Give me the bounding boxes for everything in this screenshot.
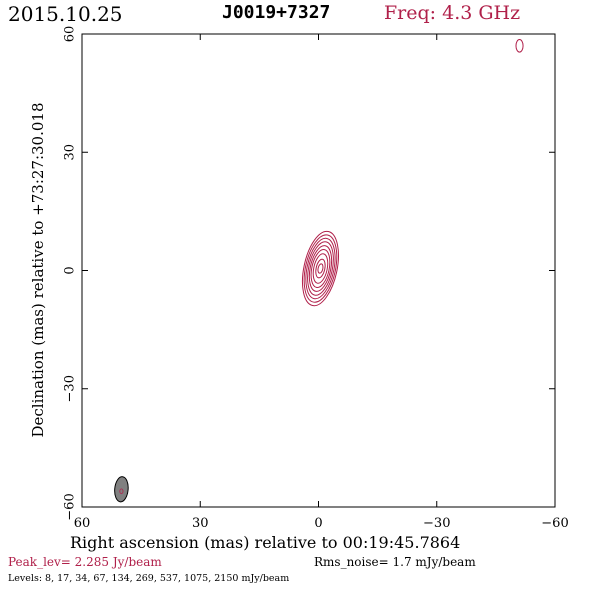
core-contour: [308, 245, 333, 292]
y-tick-label: −30: [63, 375, 78, 402]
beam-center-contour: [119, 488, 124, 495]
y-axis-label: Declination (mas) relative to +73:27:30.…: [29, 102, 47, 438]
plot-frame: [81, 33, 556, 508]
contour-set: [301, 39, 524, 307]
core-contour: [305, 237, 336, 300]
beam-ellipse: [114, 476, 129, 503]
core-contour: [303, 234, 338, 303]
core-contour: [301, 230, 339, 307]
x-tick-label: −60: [541, 516, 568, 531]
noise-contour: [515, 39, 524, 53]
y-tick-label: 0: [63, 266, 78, 274]
contour-levels: Levels: 8, 17, 34, 67, 134, 269, 537, 10…: [8, 573, 290, 584]
x-tick-label: 60: [74, 516, 91, 531]
x-tick-label: 30: [192, 516, 209, 531]
frequency-label: Freq: 4.3 GHz: [384, 2, 521, 24]
y-tick-label: 60: [63, 26, 78, 43]
rms-noise: Rms_noise= 1.7 mJy/beam: [314, 555, 476, 569]
core-contour: [317, 263, 324, 274]
x-axis-label: Right ascension (mas) relative to 00:19:…: [70, 533, 461, 552]
core-contour: [307, 241, 334, 296]
axis-ticks: 60 30 0 −30 −60 −60 −30 0 30 60: [63, 26, 569, 531]
core-contour: [312, 253, 329, 284]
y-tick-label: −60: [63, 493, 78, 520]
core-contour: [310, 249, 331, 289]
core-contour: [315, 258, 326, 279]
observation-date: 2015.10.25: [8, 2, 123, 26]
x-tick-label: 0: [314, 516, 322, 531]
peak-level: Peak_lev= 2.285 Jy/beam: [8, 555, 162, 569]
source-name: J0019+7327: [222, 2, 331, 23]
x-tick-label: −30: [423, 516, 450, 531]
y-tick-label: 30: [63, 144, 78, 161]
